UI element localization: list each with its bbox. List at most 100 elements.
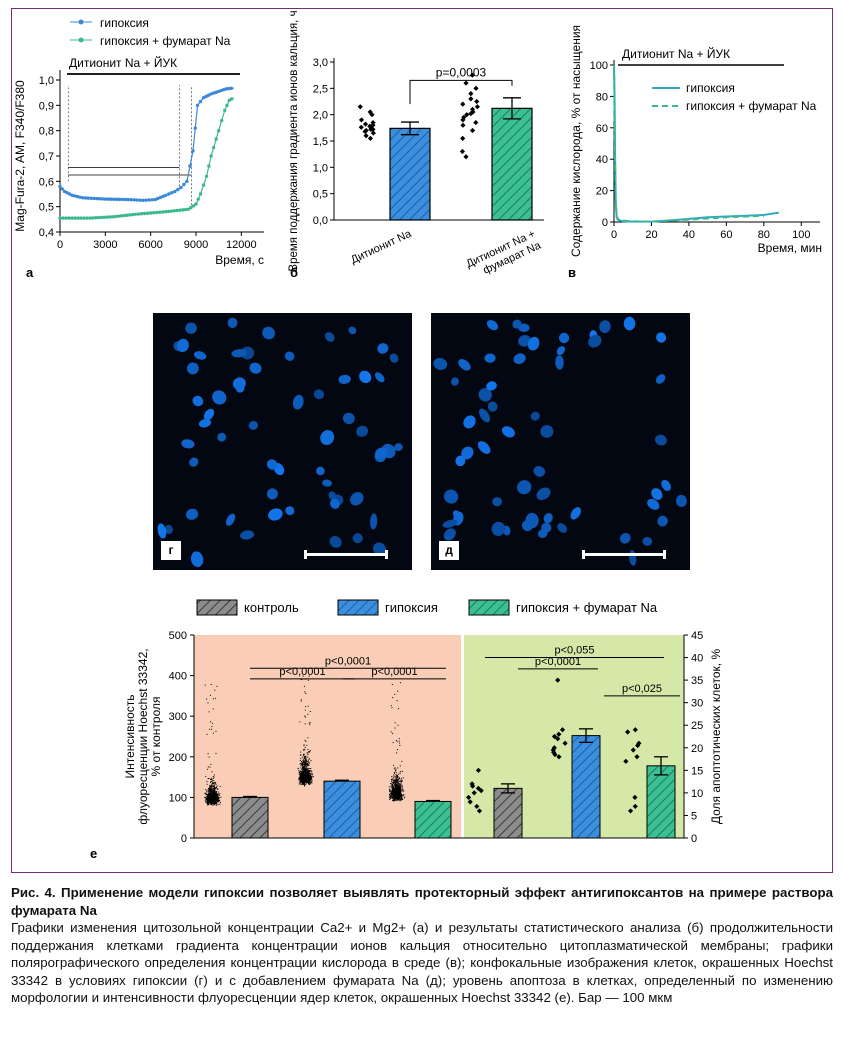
data-point [391, 794, 393, 796]
data-point [209, 694, 211, 696]
data-point [303, 776, 305, 778]
data-point [210, 788, 212, 790]
data-point [399, 795, 401, 797]
data-point [388, 786, 390, 788]
cell-nucleus [185, 322, 197, 334]
data-point [401, 785, 403, 787]
data-point [182, 182, 186, 187]
data-point [138, 198, 142, 202]
panel-e-legend: контроль гипоксия гипоксия + фумарат Na [196, 599, 658, 616]
data-point [308, 770, 310, 772]
p-value-label: p<0,0001 [279, 666, 325, 678]
data-point [396, 786, 398, 788]
data-point [229, 86, 233, 91]
x-axis-label: Время, мин [758, 241, 822, 255]
data-point [393, 764, 395, 766]
cell-nucleus [352, 533, 363, 544]
data-point [300, 770, 302, 772]
data-point [393, 792, 395, 794]
data-point [400, 793, 402, 795]
data-point [304, 739, 306, 741]
data-point [367, 135, 374, 141]
data-point [397, 794, 399, 796]
data-point [399, 682, 401, 684]
scale-bar [304, 550, 388, 559]
data-point [299, 763, 301, 765]
data-point [303, 770, 305, 772]
data-point [469, 127, 476, 134]
data-point [393, 779, 395, 781]
data-point [172, 209, 176, 213]
data-point [399, 744, 401, 746]
data-point [309, 722, 311, 724]
cell-nucleus [329, 535, 342, 548]
panel-b-plot-area: 0,0 0,5 1,0 1,5 2,0 2,5 3,0 Время поддержания г… [288, 10, 544, 277]
data-point [397, 779, 399, 781]
cell-nucleus [527, 336, 540, 351]
data-point [308, 772, 310, 774]
data-point [209, 800, 211, 802]
data-point [210, 684, 212, 686]
data-point [394, 794, 396, 796]
data-point [307, 756, 309, 758]
data-point [214, 802, 216, 804]
data-point [392, 742, 394, 744]
data-point [229, 97, 234, 101]
data-point [215, 798, 217, 800]
data-point [396, 781, 398, 783]
data-point [301, 770, 303, 772]
data-point [211, 804, 213, 806]
data-point [395, 781, 397, 783]
data-point [213, 800, 215, 802]
legend-swatch-control [196, 599, 238, 616]
data-point [300, 767, 302, 769]
y-tick-label: 500 [169, 630, 187, 642]
data-point [474, 104, 480, 110]
x-axis-label: Время, с [215, 253, 264, 267]
data-point [391, 791, 393, 793]
data-point [305, 763, 307, 765]
data-point [70, 216, 74, 220]
data-point [208, 796, 210, 798]
data-point [550, 747, 556, 753]
panel-letter-b: б [290, 265, 298, 280]
data-point [307, 778, 309, 780]
data-point [212, 781, 214, 783]
data-point [139, 212, 144, 216]
cell-nucleus [342, 412, 355, 425]
data-point [302, 778, 304, 780]
legend-marker-hypoxia [78, 19, 84, 25]
data-point [216, 795, 218, 797]
data-point [398, 792, 400, 794]
data-point [300, 772, 302, 774]
data-point [391, 790, 393, 792]
data-point [217, 793, 219, 795]
data-point [303, 745, 305, 747]
data-point [64, 216, 68, 220]
data-point [209, 795, 211, 797]
data-point [307, 679, 309, 681]
data-point [300, 758, 302, 760]
cell-nucleus [348, 326, 357, 335]
panel-b-chart: 0,0 0,5 1,0 1,5 2,0 2,5 3,0 Время поддержания г… [288, 10, 544, 280]
data-point [76, 216, 80, 220]
data-point [400, 797, 402, 799]
data-point [304, 758, 306, 760]
data-point [397, 784, 399, 786]
data-point [303, 761, 305, 763]
data-point [211, 800, 213, 802]
cell-nucleus [599, 320, 611, 334]
data-point [208, 795, 210, 797]
data-point [86, 196, 91, 200]
data-point [307, 752, 309, 754]
data-point [117, 197, 122, 202]
data-point [215, 753, 217, 755]
data-point [209, 785, 211, 787]
data-point [392, 798, 394, 800]
data-point [399, 788, 401, 790]
treatment-label: Дитионит Na + ЙУК [622, 46, 730, 61]
data-point [209, 790, 211, 792]
data-point [394, 798, 396, 800]
data-point [215, 803, 217, 805]
data-point [213, 799, 215, 801]
